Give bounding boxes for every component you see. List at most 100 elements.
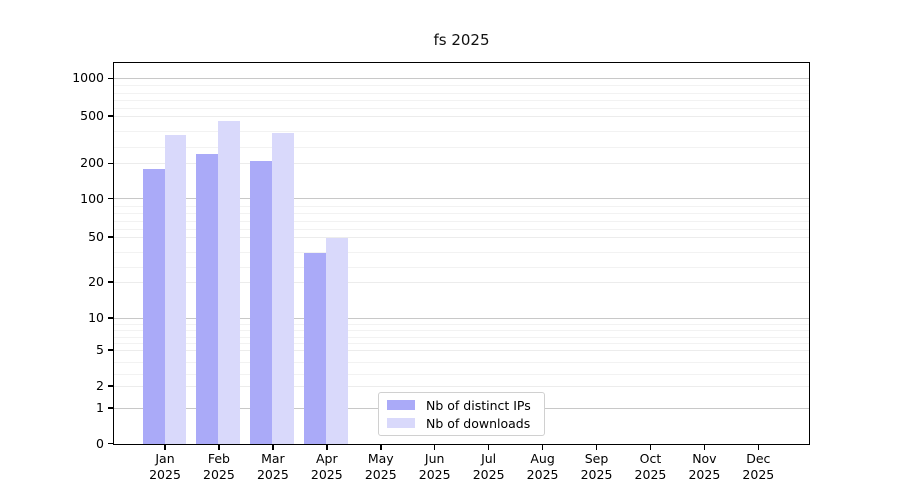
y-tick-label: 50 <box>88 229 104 244</box>
x-tick-mark <box>326 445 328 450</box>
x-tick-year: 2025 <box>418 466 451 482</box>
y-tick-label: 0 <box>96 435 104 451</box>
y-tick-label: 500 <box>80 108 104 123</box>
y-tick-label: 1000 <box>72 70 104 86</box>
x-tick-mark <box>164 445 166 450</box>
x-tick-mark <box>218 445 220 450</box>
decade-gridline <box>114 317 809 319</box>
x-tick-mark <box>433 445 436 450</box>
minor-gridline <box>114 373 809 375</box>
major-gridline <box>114 115 809 117</box>
y-tick-mark <box>108 281 113 283</box>
x-tick-year: 2025 <box>256 466 289 482</box>
minor-gridline <box>114 323 809 325</box>
x-tick-year: 2025 <box>472 466 505 482</box>
bar-downloads <box>326 237 348 444</box>
y-tick-label: 2 <box>96 378 104 393</box>
bar-distinct-ips <box>196 153 219 444</box>
y-tick-label: 5 <box>96 342 104 357</box>
x-tick-month: Apr <box>316 451 338 466</box>
x-tick-label: Jun 2025 <box>407 451 463 482</box>
x-tick-mark <box>487 445 490 450</box>
major-gridline <box>114 236 809 238</box>
x-tick-year: 2025 <box>310 466 343 482</box>
bar-downloads <box>218 121 240 444</box>
x-tick-label: May 2025 <box>353 451 409 482</box>
x-tick-month: Feb <box>207 451 230 466</box>
x-tick-year: 2025 <box>526 466 559 482</box>
y-tick-mark <box>108 407 113 409</box>
minor-gridline <box>114 205 809 207</box>
x-tick-year: 2025 <box>742 466 775 482</box>
y-tick-mark <box>108 77 113 80</box>
bar-downloads <box>272 133 294 444</box>
major-gridline <box>114 162 809 164</box>
x-tick-mark <box>649 445 652 450</box>
x-tick-label: Nov 2025 <box>676 451 732 482</box>
x-tick-month: May <box>367 451 394 466</box>
minor-gridline <box>114 107 809 109</box>
x-tick-label: Mar 2025 <box>245 451 301 482</box>
y-tick-label: 1 <box>96 400 104 415</box>
minor-gridline <box>114 336 809 338</box>
minor-gridline <box>114 221 809 223</box>
y-tick-label: 100 <box>80 190 104 206</box>
minor-gridline <box>114 100 809 102</box>
x-tick-month: Oct <box>639 451 662 466</box>
y-tick-mark <box>108 349 113 351</box>
minor-gridline <box>114 131 809 133</box>
y-tick-mark <box>108 385 113 387</box>
x-tick-month: Mar <box>261 451 285 466</box>
x-tick-mark <box>272 445 274 450</box>
minor-gridline <box>114 147 809 149</box>
x-tick-label: Jan 2025 <box>137 451 193 482</box>
chart-title: fs 2025 <box>433 31 490 49</box>
y-tick-label: 200 <box>80 155 104 171</box>
bar-distinct-ips <box>142 169 165 444</box>
x-tick-month: Aug <box>530 451 555 466</box>
x-tick-label: Dec 2025 <box>730 451 786 482</box>
x-tick-mark <box>380 445 382 450</box>
x-tick-label: Feb 2025 <box>191 451 247 482</box>
decade-gridline <box>114 198 809 199</box>
minor-gridline <box>114 85 809 87</box>
major-gridline <box>114 349 809 351</box>
major-gridline <box>114 281 809 283</box>
minor-gridline <box>114 330 809 332</box>
x-tick-year: 2025 <box>149 466 181 482</box>
x-tick-mark <box>703 445 706 450</box>
x-tick-year: 2025 <box>364 466 397 482</box>
y-tick-mark <box>108 442 113 445</box>
x-tick-mark <box>541 445 544 450</box>
minor-gridline <box>114 228 809 230</box>
legend-label: Nb of distinct IPs <box>426 397 531 413</box>
minor-gridline <box>114 361 809 363</box>
x-tick-label: Aug 2025 <box>515 451 571 482</box>
x-tick-year: 2025 <box>580 466 613 482</box>
bar-downloads <box>164 135 186 444</box>
y-tick-mark <box>108 197 113 200</box>
x-tick-year: 2025 <box>688 466 721 482</box>
x-tick-month: Jan <box>155 451 175 466</box>
major-gridline <box>114 385 809 387</box>
x-tick-label: Sep 2025 <box>569 451 625 482</box>
decade-gridline <box>114 77 809 79</box>
x-tick-mark <box>595 445 598 450</box>
y-tick-mark <box>108 162 113 165</box>
y-tick-mark <box>108 236 113 238</box>
x-tick-month: Jun <box>424 451 445 466</box>
legend: Nb of distinct IPs Nb of downloads <box>378 392 545 436</box>
x-tick-year: 2025 <box>634 466 667 482</box>
bar-distinct-ips <box>250 161 273 444</box>
plot-area <box>113 62 810 445</box>
x-tick-label: Apr 2025 <box>299 451 355 482</box>
legend-label: Nb of downloads <box>426 415 531 431</box>
x-tick-label: Oct 2025 <box>622 451 678 482</box>
minor-gridline <box>114 266 809 268</box>
legend-swatch-downloads <box>387 418 415 428</box>
x-tick-month: Sep <box>584 451 609 466</box>
y-tick-label: 20 <box>88 274 104 289</box>
x-tick-month: Nov <box>692 451 717 466</box>
x-tick-mark <box>757 445 760 450</box>
